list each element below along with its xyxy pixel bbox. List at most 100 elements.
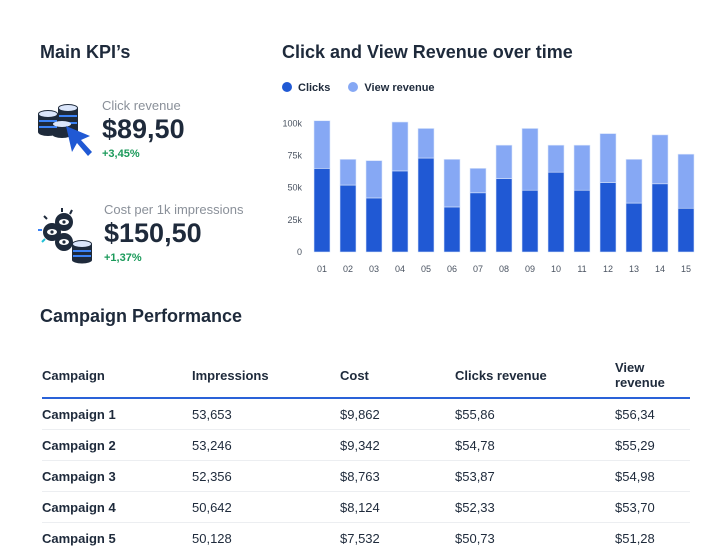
bar-clicks[interactable] — [495, 178, 513, 253]
bar-clicks[interactable] — [339, 184, 357, 253]
x-tick-label: 10 — [551, 264, 561, 274]
kpi-change: +1,37% — [104, 252, 142, 264]
bar-clicks[interactable] — [443, 206, 461, 253]
chart-legend: Clicks View revenue — [282, 82, 435, 94]
legend-label: Clicks — [298, 82, 331, 94]
bar-view-revenue[interactable] — [625, 159, 643, 204]
x-tick-label: 13 — [629, 264, 639, 274]
column-header[interactable]: Impressions — [192, 356, 340, 399]
table-title: Campaign Performance — [40, 306, 243, 326]
bar-clicks[interactable] — [521, 189, 539, 253]
kpi-label: Cost per 1k impressions — [104, 202, 244, 217]
bar-view-revenue[interactable] — [495, 144, 513, 179]
bar-view-revenue[interactable] — [313, 120, 331, 169]
bar-clicks[interactable] — [313, 168, 331, 253]
column-header[interactable]: Campaign — [42, 356, 192, 399]
table-cell: 50,128 — [192, 531, 232, 546]
bar-view-revenue[interactable] — [573, 144, 591, 191]
x-tick-label: 09 — [525, 264, 535, 274]
column-header[interactable]: Cost — [340, 356, 455, 399]
table-row[interactable]: Campaign 3 52,356 $8,763 $53,87 $54,98 — [42, 460, 690, 492]
bar-view-revenue[interactable] — [443, 159, 461, 208]
legend-label: View revenue — [364, 82, 435, 94]
table-row[interactable]: Campaign 1 53,653 $9,862 $55,86 $56,34 — [42, 398, 690, 430]
bar-clicks[interactable] — [365, 197, 383, 253]
table-cell: $52,33 — [455, 491, 615, 523]
x-tick-label: 08 — [499, 264, 509, 274]
table-cell: 52,356 — [192, 460, 340, 492]
x-tick-label: 06 — [447, 264, 457, 274]
y-tick-label: 25k — [287, 215, 302, 225]
x-tick-label: 15 — [681, 264, 691, 274]
table-row[interactable]: Campaign 4 50,642 $8,124 $52,33 $53,70 — [42, 491, 690, 523]
bar-view-revenue[interactable] — [677, 153, 695, 209]
legend-swatch — [282, 82, 292, 92]
x-tick-label: 07 — [473, 264, 483, 274]
kpi-label: Click revenue — [102, 98, 181, 113]
table-cell: $53,70 — [615, 491, 690, 523]
table-cell: $55,86 — [455, 398, 615, 430]
y-tick-label: 100k — [282, 118, 302, 128]
table-cell: $9,862 — [340, 398, 455, 430]
campaign-name-cell: Campaign 5 — [42, 531, 116, 546]
x-tick-label: 14 — [655, 264, 665, 274]
y-tick-label: 0 — [297, 247, 302, 257]
bar-clicks[interactable] — [625, 202, 643, 253]
kpi-click-revenue: Click revenue $89,50 +3,45% — [36, 98, 256, 168]
y-tick-label: 50k — [287, 183, 302, 193]
x-tick-label: 03 — [369, 264, 379, 274]
bar-clicks[interactable] — [651, 183, 669, 253]
stacked-bar-chart: 0 25k 50k 75k 100k 01 02 03 04 05 06 07 08 09 10 11 12 13… — [282, 118, 695, 274]
bar-clicks[interactable] — [547, 171, 565, 253]
x-tick-label: 02 — [343, 264, 353, 274]
table-cell: $50,73 — [455, 531, 495, 546]
bar-view-revenue[interactable] — [365, 160, 383, 199]
kpi-change: +3,45% — [102, 148, 140, 160]
bar-view-revenue[interactable] — [469, 168, 487, 194]
x-tick-label: 11 — [577, 264, 586, 274]
bar-view-revenue[interactable] — [651, 134, 669, 185]
kpi-value: $89,50 — [102, 114, 185, 144]
bar-view-revenue[interactable] — [339, 159, 357, 186]
bar-view-revenue[interactable] — [599, 133, 617, 183]
table-cell: $9,342 — [340, 429, 455, 461]
eyes-coins-icon — [38, 208, 92, 264]
bar-clicks[interactable] — [417, 157, 435, 253]
table-cell: $54,98 — [615, 460, 690, 492]
bar-clicks[interactable] — [599, 182, 617, 253]
table-cell: 53,246 — [192, 429, 340, 461]
x-tick-label: 05 — [421, 264, 431, 274]
kpi-cost-per-1k: Cost per 1k impressions $150,50 +1,37% — [36, 202, 266, 272]
coins-cursor-icon — [38, 104, 92, 156]
table-cell: $53,87 — [455, 460, 615, 492]
column-header[interactable]: Clicks revenue — [455, 356, 615, 399]
table-cell: $7,532 — [340, 531, 380, 546]
campaign-name-cell: Campaign 4 — [42, 491, 192, 523]
legend-item-view-revenue[interactable]: View revenue — [348, 82, 435, 94]
bar-view-revenue[interactable] — [547, 144, 565, 173]
table-row[interactable]: Campaign 5 50,128 $7,532 $50,73 $51,28 — [42, 523, 690, 554]
table-cell: $54,78 — [455, 429, 615, 461]
table-row[interactable]: Campaign 2 53,246 $9,342 $54,78 $55,29 — [42, 429, 690, 461]
table-cell: 50,642 — [192, 491, 340, 523]
bar-view-revenue[interactable] — [417, 128, 435, 159]
bar-view-revenue[interactable] — [391, 121, 409, 172]
legend-swatch — [348, 82, 359, 92]
column-header[interactable]: View revenue — [615, 356, 690, 399]
bar-clicks[interactable] — [391, 170, 409, 253]
chart-title: Click and View Revenue over time — [282, 42, 573, 62]
campaign-name-cell: Campaign 2 — [42, 429, 192, 461]
table-cell: $51,28 — [615, 531, 655, 546]
legend-item-clicks[interactable]: Clicks — [282, 82, 330, 94]
bar-clicks[interactable] — [469, 192, 487, 253]
campaign-name-cell: Campaign 1 — [42, 398, 192, 430]
x-tick-label: 04 — [395, 264, 405, 274]
bar-clicks[interactable] — [573, 189, 591, 253]
bar-view-revenue[interactable] — [521, 128, 539, 191]
bar-clicks[interactable] — [677, 207, 695, 253]
table-cell: $55,29 — [615, 429, 690, 461]
table-cell: $8,763 — [340, 460, 455, 492]
x-tick-label: 01 — [317, 264, 327, 274]
kpi-value: $150,50 — [104, 218, 202, 248]
x-tick-label: 12 — [603, 264, 613, 274]
